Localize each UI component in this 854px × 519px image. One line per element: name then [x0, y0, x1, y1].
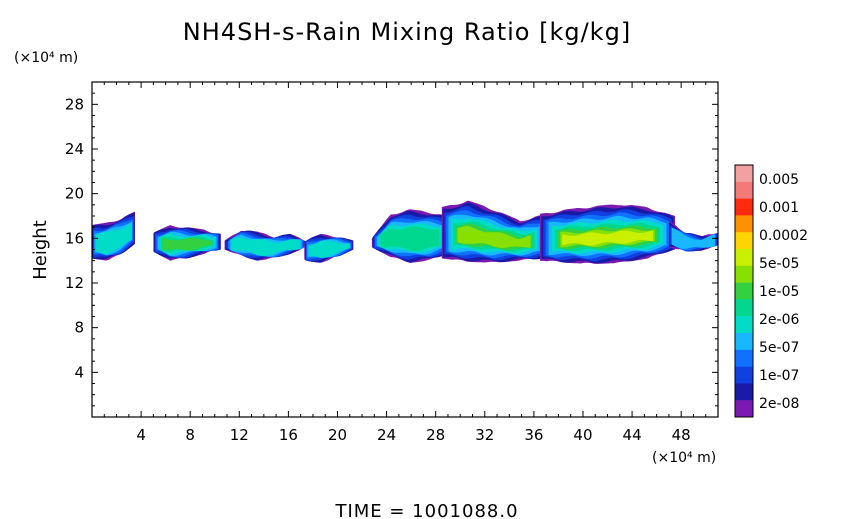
colorbar-swatch	[735, 349, 753, 367]
x-tick-label: 8	[185, 426, 195, 444]
y-axis-label: Height	[30, 220, 51, 280]
contour-band-2-5	[231, 237, 300, 256]
x-tick-label: 12	[230, 426, 249, 444]
x-tick-label: 40	[573, 426, 592, 444]
colorbar-swatch	[735, 181, 753, 199]
y-tick-label: 4	[74, 363, 84, 381]
x-tick-label: 4	[136, 426, 146, 444]
y-tick-label: 12	[65, 274, 84, 292]
contour-band-7-4	[672, 227, 715, 249]
x-tick-label: 20	[328, 426, 347, 444]
x-tick-label: 44	[623, 426, 642, 444]
colorbar-swatch	[735, 215, 753, 233]
colorbar: 0.005 0.001 0.0002 5e-05 1e-05 2e-06 5e-07 1e-0…	[734, 164, 808, 418]
contour-band-6-9	[562, 230, 653, 246]
colorbar-swatch	[735, 232, 753, 250]
colorbar-label: 0.001	[759, 200, 799, 216]
x-tick-label: 16	[279, 426, 298, 444]
colorbar-swatch	[735, 333, 753, 351]
colorbar-swatch	[735, 265, 753, 283]
y-tick-label: 20	[65, 185, 84, 203]
contour-band-4-6	[380, 226, 440, 251]
colorbar-swatch	[735, 249, 753, 267]
chart-title: NH4SH-s-Rain Mixing Ratio [kg/kg]	[183, 18, 631, 46]
contour-band-1-7	[162, 237, 212, 251]
colorbar-frame	[734, 164, 754, 418]
colorbar-label: 2e-06	[759, 312, 799, 328]
time-label: TIME = 1001088.0	[334, 501, 518, 519]
colorbar-label: 5e-07	[759, 340, 799, 356]
contour-band-0-5	[95, 223, 132, 255]
colorbar-label: 0.0002	[759, 228, 808, 244]
colorbar-swatch	[735, 198, 753, 216]
x-tick-label: 28	[426, 426, 445, 444]
x-tick-label: 32	[475, 426, 494, 444]
colorbar-swatch	[735, 282, 753, 300]
y-tick-label: 28	[65, 95, 84, 113]
x-tick-label: 24	[377, 426, 396, 444]
colorbar-swatch	[735, 299, 753, 317]
x-tick-label: 36	[524, 426, 543, 444]
colorbar-swatch	[735, 316, 753, 334]
colorbar-label: 2e-08	[759, 396, 799, 412]
colorbar-label: 5e-05	[759, 256, 799, 272]
contour-band-5-8	[457, 225, 531, 248]
y-tick-label: 24	[65, 140, 84, 158]
y-unit-label: (×10⁴ m)	[14, 50, 78, 66]
x-unit-label: (×10⁴ m)	[652, 450, 716, 466]
contour-band-3-5	[308, 240, 350, 258]
colorbar-swatch	[735, 383, 753, 401]
y-tick-label: 16	[65, 229, 84, 247]
colorbar-label: 1e-05	[759, 284, 799, 300]
colorbar-swatch	[735, 366, 753, 384]
colorbar-swatch	[735, 400, 753, 418]
colorbar-swatch	[735, 165, 753, 183]
y-tick-label: 8	[74, 319, 84, 337]
colorbar-label: 0.005	[759, 172, 799, 188]
heatmap-fill	[92, 200, 718, 264]
x-tick-label: 48	[672, 426, 691, 444]
colorbar-label: 1e-07	[759, 368, 799, 384]
